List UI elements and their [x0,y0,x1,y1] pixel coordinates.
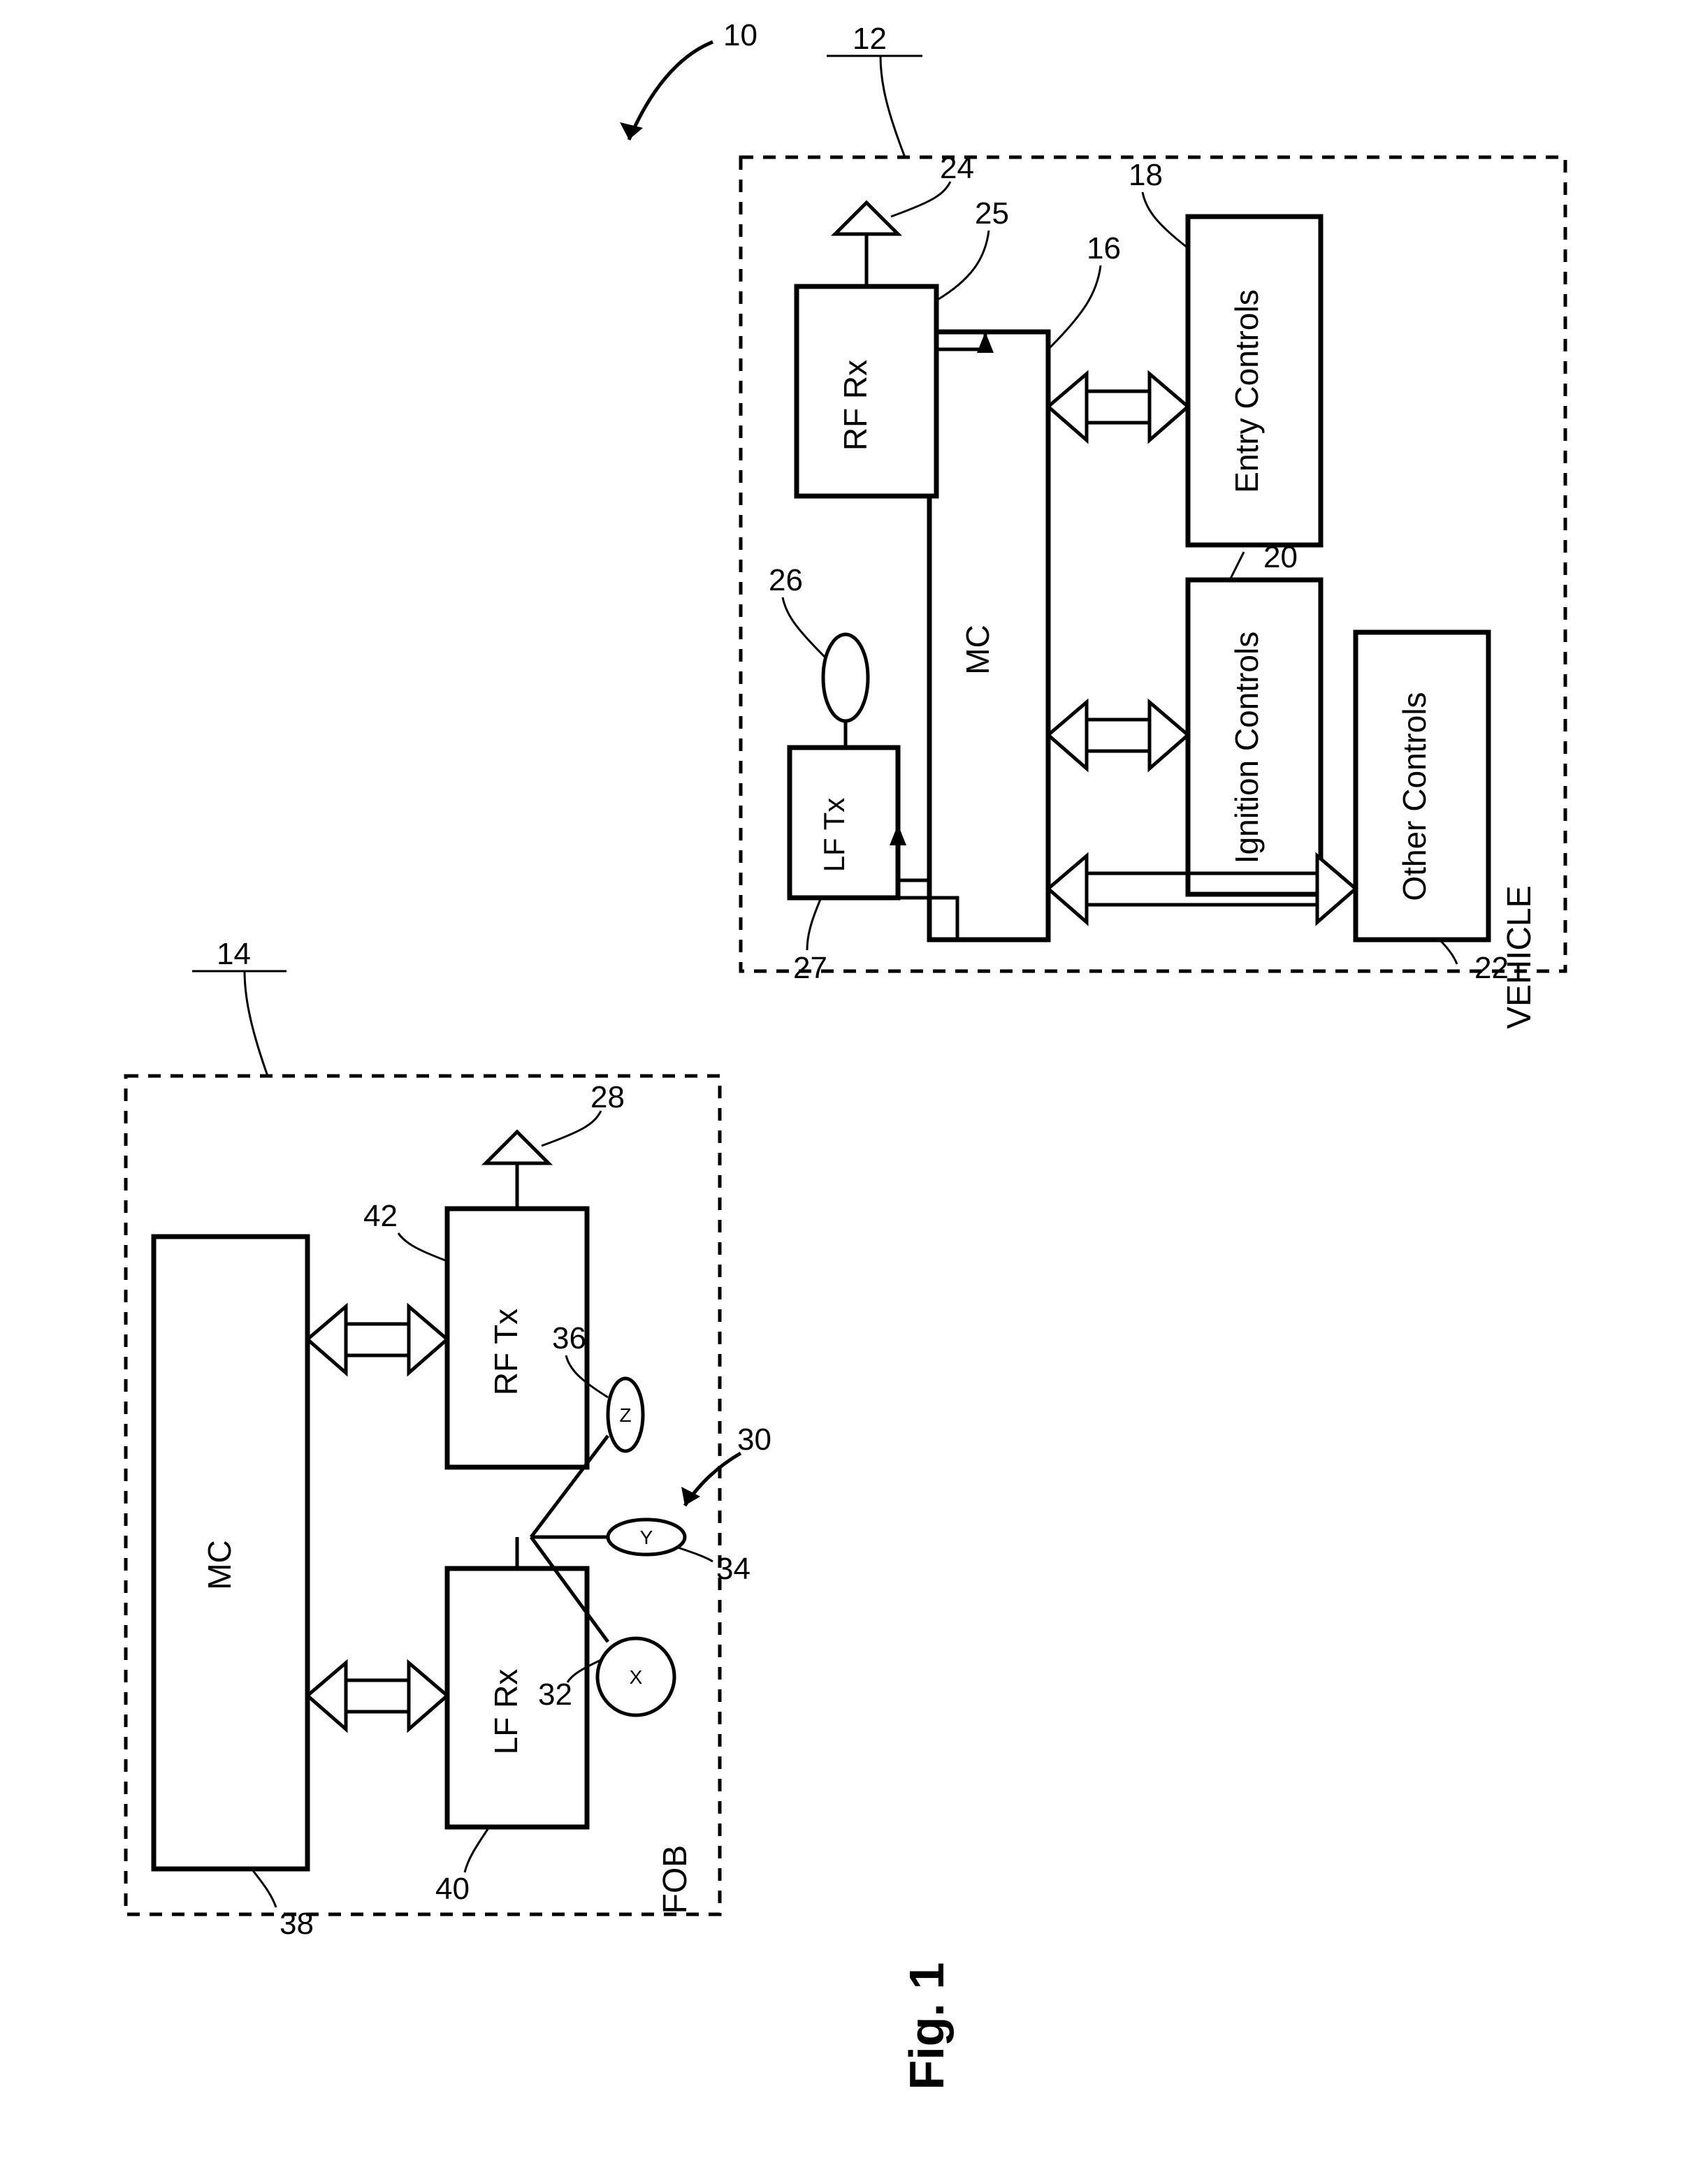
mc-lfrx-arrow [307,1663,447,1729]
svg-text:30: 30 [737,1422,771,1457]
svg-text:12: 12 [853,22,887,56]
svg-text:Y: Y [640,1527,653,1548]
rf-tx-label: RF Tx [488,1309,524,1395]
vehicle-rf-antenna [835,203,898,286]
ref-16: 16 [1048,231,1121,349]
svg-text:X: X [630,1666,643,1688]
svg-text:25: 25 [975,196,1009,231]
ref-12: 12 [827,22,922,157]
lf-rx-label: LF Rx [488,1669,524,1755]
ref-22: 22 [1440,940,1509,985]
ref-25: 25 [936,196,1009,300]
fob-rf-antenna [486,1132,549,1209]
svg-text:36: 36 [552,1321,586,1355]
svg-text:24: 24 [940,151,974,185]
svg-text:28: 28 [590,1080,625,1114]
ref-27: 27 [793,898,827,985]
ref-30: 30 [681,1422,771,1506]
svg-text:26: 26 [769,563,803,597]
ref-10: 10 [620,18,757,140]
svg-text:20: 20 [1263,540,1298,574]
ref-28: 28 [542,1080,625,1146]
mc-ignition-arrow [1048,702,1188,769]
svg-text:10: 10 [723,18,757,52]
ref-18: 18 [1129,158,1188,248]
ref-34: 34 [678,1548,751,1586]
mc-rftx-arrow [307,1306,447,1373]
other-controls-label: Other Controls [1396,692,1433,901]
svg-text:16: 16 [1087,231,1121,265]
ignition-controls-label: Ignition Controls [1228,632,1265,864]
svg-text:14: 14 [217,937,251,971]
figure-caption: Fig. 1 [899,1963,954,2090]
svg-text:18: 18 [1129,158,1163,192]
vehicle-title: VEHICLE [1501,885,1538,1028]
svg-text:32: 32 [538,1677,572,1712]
vehicle-mc-label: MC [959,625,996,675]
lf-tx-label: LF Tx [818,798,850,873]
ref-40: 40 [435,1827,489,1906]
svg-text:42: 42 [363,1199,398,1233]
svg-text:27: 27 [793,951,827,985]
vehicle-lf-antenna [823,634,868,748]
svg-text:Z: Z [619,1404,631,1426]
ref-24: 24 [891,151,974,217]
fob-title: FOB [657,1845,694,1914]
ref-26: 26 [769,563,825,657]
mc-entry-arrow [1048,374,1188,440]
fob-mc-label: MC [201,1540,238,1590]
ref-14: 14 [192,937,287,1076]
ref-42: 42 [363,1199,447,1261]
svg-text:38: 38 [280,1907,314,1941]
entry-controls-label: Entry Controls [1228,289,1265,493]
y-axis-antenna: Y [531,1520,685,1555]
svg-text:34: 34 [716,1552,751,1586]
svg-text:40: 40 [435,1872,470,1906]
ref-38: 38 [252,1869,314,1941]
